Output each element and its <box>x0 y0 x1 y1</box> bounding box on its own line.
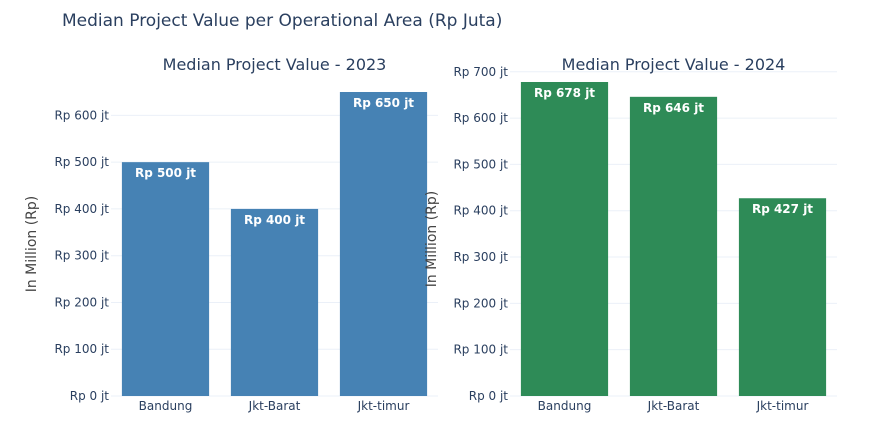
chart-1-bar <box>339 92 428 396</box>
chart-2-x-tick-label: Jkt-timur <box>756 399 809 413</box>
chart-1-x-tick-label: Bandung <box>139 399 193 413</box>
chart-2-y-tick-label: Rp 300 jt <box>453 250 508 264</box>
chart-2-data-label: Rp 646 jt <box>643 101 704 115</box>
chart-1-y-tick-label: Rp 400 jt <box>54 202 109 216</box>
chart-1-bar <box>230 208 319 396</box>
chart-1-y-tick-label: Rp 500 jt <box>54 155 109 169</box>
chart-1-data-label: Rp 650 jt <box>353 96 414 110</box>
chart-1-bar <box>121 162 210 396</box>
chart-2-x-tick-label: Jkt-Barat <box>647 399 700 413</box>
chart-2-y-axis-label: In Million (Rp) <box>424 191 440 288</box>
chart-panel-2023: Rp 0 jt Rp 100 jt Rp 200 jt Rp 300 jt Rp 400… <box>24 55 438 413</box>
chart-2-bar <box>520 82 609 396</box>
chart-panel-2024: Rp 0 jt Rp 100 jt Rp 200 jt Rp 300 jt Rp 400… <box>424 55 837 413</box>
chart-1-title: Median Project Value - 2023 <box>163 55 387 74</box>
chart-1-y-tick-label: Rp 600 jt <box>54 108 109 122</box>
chart-1-x-tick-label: Jkt-timur <box>357 399 410 413</box>
chart-2-bar <box>629 96 718 396</box>
chart-2-y-tick-label: Rp 0 jt <box>469 389 509 403</box>
chart-2-x-tick-label: Bandung <box>538 399 592 413</box>
chart-1-x-tick-label: Jkt-Barat <box>248 399 301 413</box>
chart-2-y-tick-label: Rp 700 jt <box>453 65 508 79</box>
chart-2-title: Median Project Value - 2024 <box>562 55 786 74</box>
chart-2-bar <box>738 198 827 396</box>
chart-2-y-tick-label: Rp 600 jt <box>453 111 508 125</box>
chart-1-y-tick-label: Rp 100 jt <box>54 342 109 356</box>
chart-2-y-tick-label: Rp 100 jt <box>453 343 508 357</box>
chart-1-data-label: Rp 400 jt <box>244 213 305 227</box>
chart-1-data-label: Rp 500 jt <box>135 166 196 180</box>
chart-2-data-label: Rp 427 jt <box>752 202 813 216</box>
chart-1-y-tick-label: Rp 200 jt <box>54 295 109 309</box>
chart-1-y-axis-label: In Million (Rp) <box>24 196 40 293</box>
chart-2-y-tick-label: Rp 500 jt <box>453 157 508 171</box>
chart-2-y-tick-label: Rp 400 jt <box>453 204 508 218</box>
chart-2-y-tick-label: Rp 200 jt <box>453 296 508 310</box>
chart-2-data-label: Rp 678 jt <box>534 86 595 100</box>
chart-1-y-tick-label: Rp 0 jt <box>70 389 110 403</box>
main-title: Median Project Value per Operational Are… <box>62 11 502 31</box>
chart-1-y-tick-label: Rp 300 jt <box>54 249 109 263</box>
